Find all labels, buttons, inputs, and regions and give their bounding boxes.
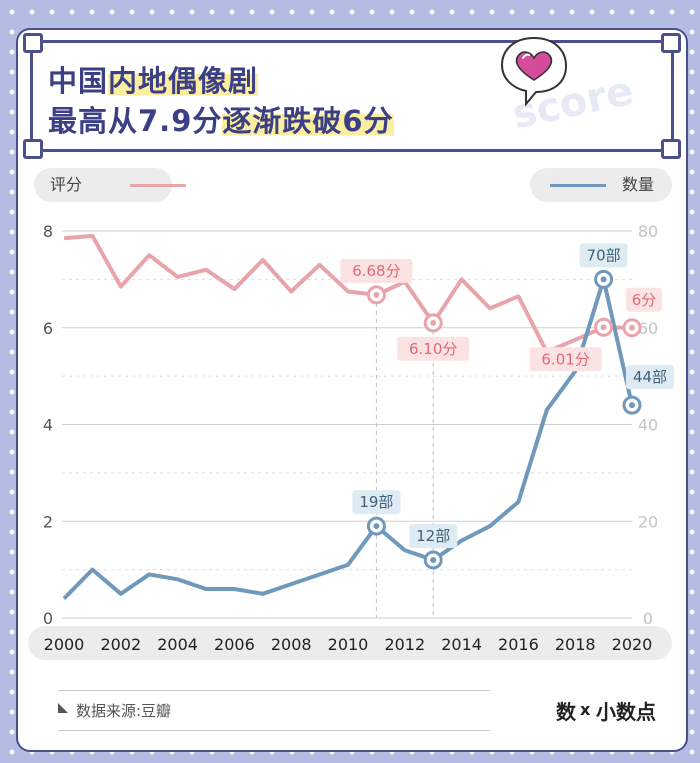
annotation-chip [579, 243, 628, 268]
x-tick: 2012 [384, 635, 425, 654]
source-marker-icon [58, 703, 68, 713]
point-marker-dot [629, 402, 635, 409]
x-tick: 2006 [214, 635, 255, 654]
point-marker-dot [600, 324, 607, 331]
legend-count: 数量 [530, 168, 672, 202]
data-source: 数据来源:豆瓣 [76, 702, 172, 720]
y-left-tick: 0 [43, 609, 53, 628]
annotation-label: 12部 [416, 527, 450, 545]
x-tick: 2010 [328, 635, 369, 654]
point-marker-dot [430, 319, 437, 326]
title-box-corner [23, 33, 43, 53]
annotation-label: 19部 [359, 493, 393, 511]
point-marker-dot [430, 556, 437, 563]
annotation-chip [529, 347, 602, 372]
y-right-tick: 80 [638, 222, 658, 241]
y-right-tick: 0 [643, 609, 653, 628]
annotation-chip [397, 336, 470, 361]
annotation-label: 6.01分 [541, 350, 589, 368]
count-line [62, 277, 634, 601]
x-tick: 2000 [44, 635, 85, 654]
title-line-2-b: 逐渐跌破6分 [222, 104, 394, 138]
annotation-chip [352, 490, 401, 515]
x-tick: 2020 [612, 635, 653, 654]
brand-logo-1: 数 [556, 700, 576, 724]
point-marker-dot [600, 276, 607, 283]
point-marker-dot [373, 523, 380, 530]
title-box-corner [661, 139, 681, 159]
y-left-tick: 8 [43, 222, 53, 241]
brand-separator: x [580, 700, 591, 719]
annotation-chip [626, 287, 662, 312]
y-left-tick: 2 [43, 512, 53, 531]
x-tick: 2016 [498, 635, 539, 654]
legend-count-label: 数量 [622, 175, 655, 194]
annotation-label: 70部 [587, 246, 621, 264]
annotation-chip [340, 258, 413, 283]
legend-rating-swatch [130, 184, 186, 187]
source-divider-bottom [58, 730, 490, 731]
y-left-tick: 4 [43, 416, 53, 435]
x-tick: 2002 [100, 635, 141, 654]
x-axis-band [28, 626, 672, 660]
title-line-1-a: 中国 [48, 64, 109, 98]
y-right-tick: 20 [638, 512, 658, 531]
title-line-1: 中国内地偶像剧 [48, 58, 259, 100]
y-right-tick: 40 [638, 416, 658, 435]
x-tick: 2014 [441, 635, 482, 654]
annotation-label: 44部 [633, 368, 667, 386]
annotation-label: 6.10分 [409, 340, 457, 358]
heart-bubble-icon [500, 36, 568, 106]
x-tick: 2008 [271, 635, 312, 654]
title-box-corner [661, 33, 681, 53]
title-line-1-b: 内地偶像剧 [108, 64, 259, 98]
source-divider-top [58, 690, 490, 691]
annotation-label: 6.68分 [352, 262, 400, 280]
legend-rating-label: 评分 [50, 175, 83, 194]
legend-count-swatch [550, 184, 606, 187]
annotation-chip [409, 523, 458, 548]
point-marker-dot [629, 324, 635, 331]
brand-logo-2: 小数点 [596, 700, 656, 724]
point-marker-dot [373, 291, 380, 298]
x-tick: 2004 [157, 635, 198, 654]
y-left-tick: 6 [43, 319, 53, 338]
legend-rating: 评分 [34, 168, 186, 202]
annotation-label: 6分 [632, 291, 657, 309]
title-line-2-a: 最高从7.9分 [48, 104, 223, 138]
y-right-tick: 60 [638, 319, 658, 338]
title-line-2: 最高从7.9分逐渐跌破6分 [48, 98, 394, 140]
x-tick: 2018 [555, 635, 596, 654]
annotation-chip [626, 365, 674, 390]
rating-line [63, 233, 633, 354]
title-box-corner [23, 139, 43, 159]
